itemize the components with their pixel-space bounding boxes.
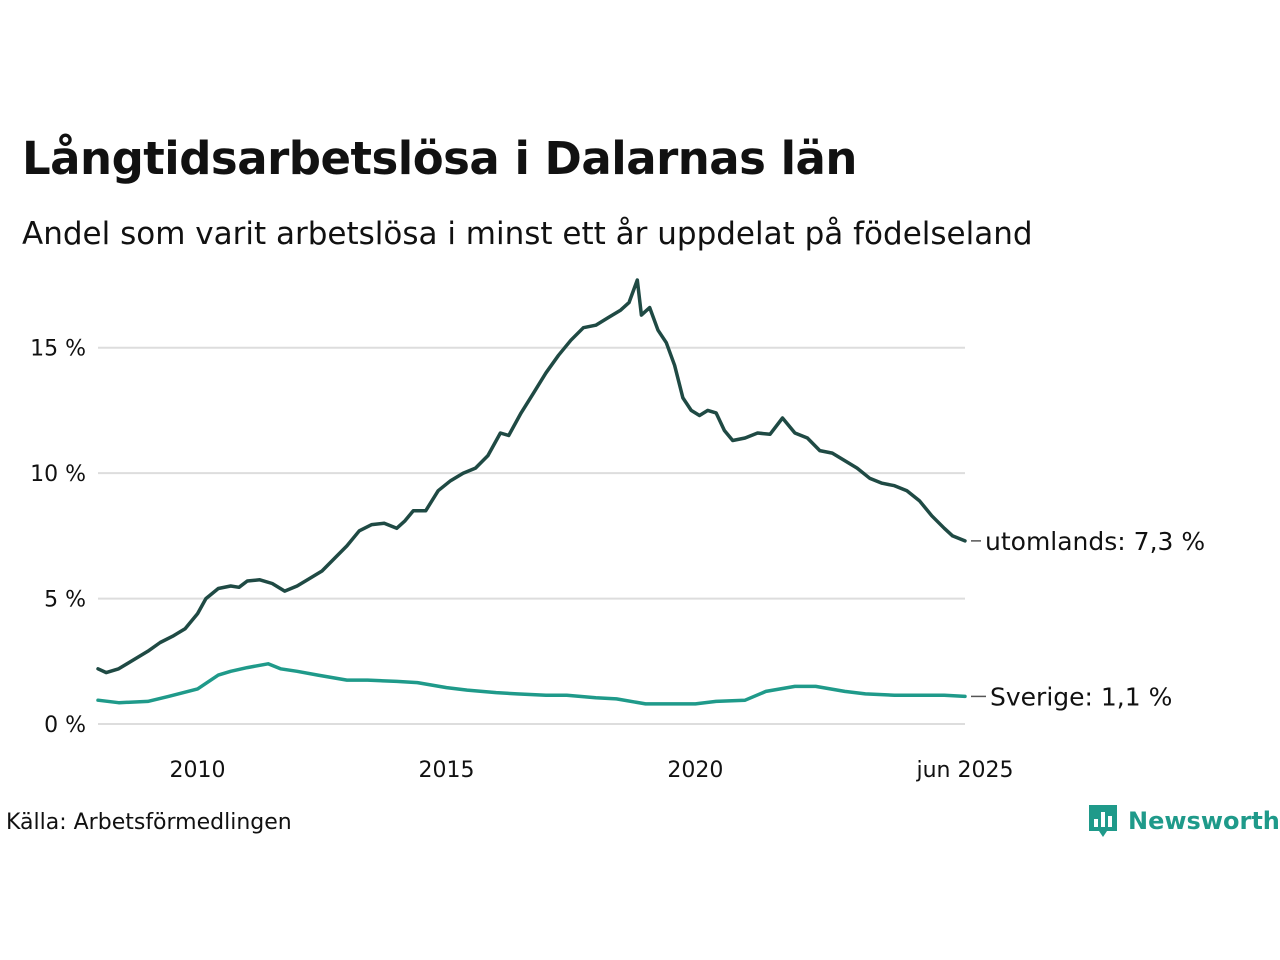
x-tick-label: 2020	[667, 758, 723, 783]
logo-text: Newsworthy	[1128, 807, 1280, 835]
y-tick-label: 10 %	[30, 462, 86, 487]
newsworthy-logo: Newsworthy	[1088, 804, 1280, 838]
grid-lines	[98, 346, 965, 725]
x-tick-label: jun 2025	[916, 758, 1014, 783]
series-lines	[96, 278, 967, 706]
y-axis-labels: 0 % 5 % 10 % 15 %	[30, 337, 86, 738]
y-tick-label: 15 %	[30, 337, 86, 362]
y-tick-label: 5 %	[44, 588, 86, 613]
series-line-utomlands	[96, 278, 967, 675]
chart-title: Långtidsarbetslösa i Dalarnas län	[22, 132, 857, 185]
end-label-utomlands: utomlands: 7,3 %	[985, 527, 1205, 556]
end-label-sverige: Sverige: 1,1 %	[990, 682, 1172, 711]
source-note: Källa: Arbetsförmedlingen	[6, 810, 292, 835]
x-axis-labels: 2010 2015 2020 jun 2025	[170, 758, 1014, 783]
newsworthy-chart-icon	[1089, 805, 1117, 837]
chart-subtitle: Andel som varit arbetslösa i minst ett å…	[22, 216, 1033, 252]
y-tick-label: 0 %	[44, 713, 86, 738]
x-tick-label: 2010	[170, 758, 226, 783]
series-line-sverige	[96, 662, 967, 706]
end-labels: utomlands: 7,3 % Sverige: 1,1 %	[971, 527, 1205, 711]
x-tick-label: 2015	[418, 758, 474, 783]
